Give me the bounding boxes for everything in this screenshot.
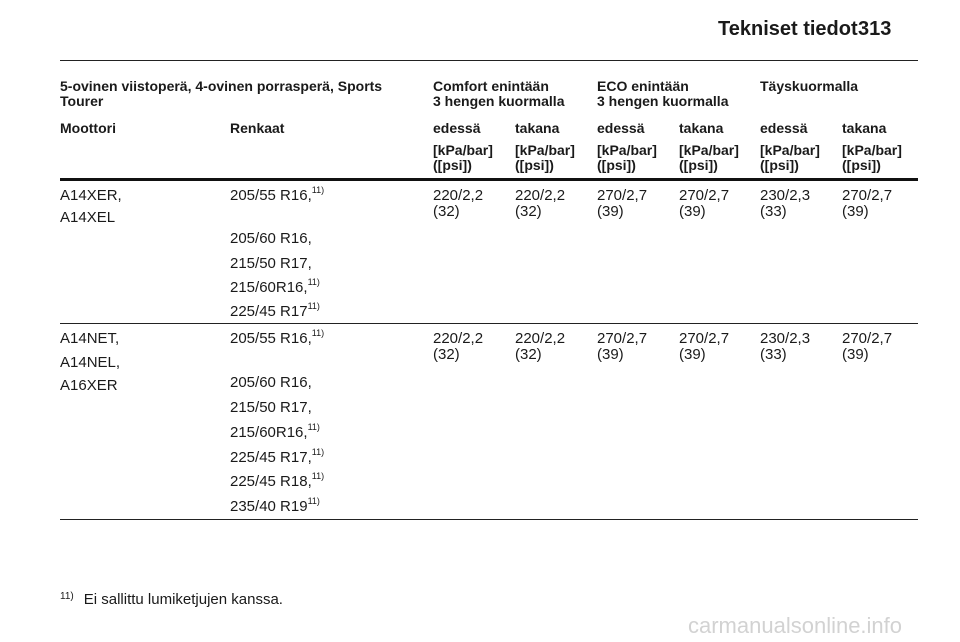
tyre-size: 215/50 R17,	[230, 255, 312, 272]
pressure-value: 270/2,7 (39)	[842, 330, 893, 363]
eco-header: ECO enintään 3 hengen kuormalla	[597, 78, 729, 109]
tyres-column-header: Renkaat	[230, 120, 285, 136]
tyre-size: 215/60R16,11)	[230, 277, 320, 296]
tyre-size: 205/60 R16,	[230, 230, 312, 247]
tyre-size: 205/60 R16,	[230, 374, 312, 391]
engine-code: A16XER	[60, 377, 118, 394]
unit-label: [kPa/bar] ([psi])	[760, 142, 820, 173]
eco-rear-header: takana	[679, 120, 724, 136]
engine-column-header: Moottori	[60, 120, 116, 136]
tyre-size: 215/50 R17,	[230, 399, 312, 416]
pressure-value: 270/2,7 (39)	[597, 330, 648, 363]
pressure-value: 220/2,2 (32)	[433, 330, 484, 363]
engine-code: A14NEL,	[60, 354, 121, 371]
footnote: 11) Ei sallittu lumiketjujen kanssa.	[60, 591, 283, 608]
pressure-value: 270/2,7 (39)	[679, 187, 730, 220]
vehicle-type-header: 5-ovinen viistoperä, 4-ovinen porrasperä…	[60, 78, 383, 109]
tyre-size: 205/55 R16,11)	[230, 328, 325, 347]
tyre-size: 235/40 R1911)	[230, 496, 320, 515]
footnote-marker: 11)	[60, 591, 74, 602]
full-rear-header: takana	[842, 120, 887, 136]
pressure-value: 270/2,7 (39)	[597, 187, 648, 220]
tyre-size: 225/45 R1711)	[230, 301, 320, 320]
comfort-front-header: edessä	[433, 120, 481, 136]
pressure-value: 270/2,7 (39)	[842, 187, 893, 220]
footnote-text: Ei sallittu lumiketjujen kanssa.	[83, 591, 283, 608]
unit-label: [kPa/bar] ([psi])	[597, 142, 657, 173]
engine-code: A14NET,	[60, 330, 120, 347]
tyre-size: 225/45 R18,11)	[230, 471, 325, 490]
unit-label: [kPa/bar] ([psi])	[515, 142, 575, 173]
pressure-value: 230/2,3 (33)	[760, 330, 811, 363]
tyre-size: 225/45 R17,11)	[230, 447, 325, 466]
pressure-value: 230/2,3 (33)	[760, 187, 811, 220]
engine-code: A14XEL	[60, 209, 116, 226]
header-bottom-rule	[60, 178, 918, 181]
pressure-value: 220/2,2 (32)	[515, 187, 566, 220]
eco-front-header: edessä	[597, 120, 645, 136]
tyre-size: 215/60R16,11)	[230, 422, 320, 441]
row-divider	[60, 323, 918, 324]
comfort-header: Comfort enintään 3 hengen kuormalla	[433, 78, 565, 109]
unit-label: [kPa/bar] ([psi])	[679, 142, 739, 173]
watermark: carmanualsonline.info	[688, 613, 903, 638]
pressure-value: 220/2,2 (32)	[433, 187, 484, 220]
full-front-header: edessä	[760, 120, 808, 136]
table-bottom-rule	[60, 519, 918, 520]
page-number: 313	[858, 18, 892, 40]
comfort-rear-header: takana	[515, 120, 560, 136]
unit-label: [kPa/bar] ([psi])	[842, 142, 902, 173]
tyre-size: 205/55 R16,11)	[230, 185, 325, 204]
pressure-value: 270/2,7 (39)	[679, 330, 730, 363]
unit-label: [kPa/bar] ([psi])	[433, 142, 493, 173]
pressure-value: 220/2,2 (32)	[515, 330, 566, 363]
header-divider	[60, 60, 918, 61]
engine-code: A14XER,	[60, 187, 122, 204]
full-load-header: Täyskuormalla	[760, 78, 859, 94]
page-title: Tekniset tiedot	[718, 18, 858, 40]
